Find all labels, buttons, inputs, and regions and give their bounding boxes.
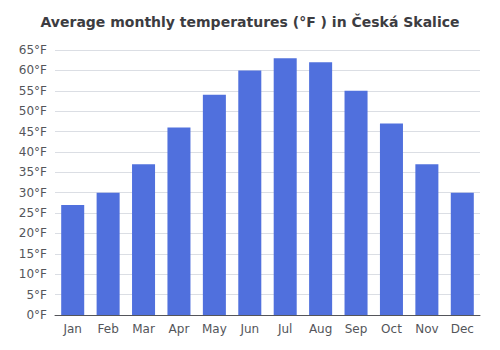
svg-text:65°F: 65°F bbox=[19, 43, 47, 57]
svg-text:45°F: 45°F bbox=[19, 125, 47, 139]
svg-text:Apr: Apr bbox=[169, 322, 190, 336]
svg-text:55°F: 55°F bbox=[19, 84, 47, 98]
svg-text:Aug: Aug bbox=[309, 322, 332, 336]
svg-text:Sep: Sep bbox=[345, 322, 368, 336]
svg-text:Dec: Dec bbox=[451, 322, 474, 336]
svg-text:0°F: 0°F bbox=[26, 308, 47, 322]
svg-text:40°F: 40°F bbox=[19, 145, 47, 159]
svg-text:20°F: 20°F bbox=[19, 226, 47, 240]
svg-text:60°F: 60°F bbox=[19, 63, 47, 77]
svg-text:15°F: 15°F bbox=[19, 247, 47, 261]
svg-text:10°F: 10°F bbox=[19, 267, 47, 281]
svg-text:Jan: Jan bbox=[62, 322, 82, 336]
svg-text:Jul: Jul bbox=[277, 322, 292, 336]
svg-text:50°F: 50°F bbox=[19, 104, 47, 118]
svg-text:Nov: Nov bbox=[415, 322, 438, 336]
svg-text:Average monthly temperatures (: Average monthly temperatures (°F ) in Če… bbox=[41, 13, 460, 30]
svg-text:30°F: 30°F bbox=[19, 186, 47, 200]
svg-text:May: May bbox=[202, 322, 227, 336]
svg-text:35°F: 35°F bbox=[19, 165, 47, 179]
svg-text:25°F: 25°F bbox=[19, 206, 47, 220]
svg-text:Oct: Oct bbox=[381, 322, 402, 336]
svg-text:Mar: Mar bbox=[132, 322, 155, 336]
svg-text:Feb: Feb bbox=[98, 322, 119, 336]
svg-text:Jun: Jun bbox=[239, 322, 259, 336]
svg-text:5°F: 5°F bbox=[26, 288, 47, 302]
